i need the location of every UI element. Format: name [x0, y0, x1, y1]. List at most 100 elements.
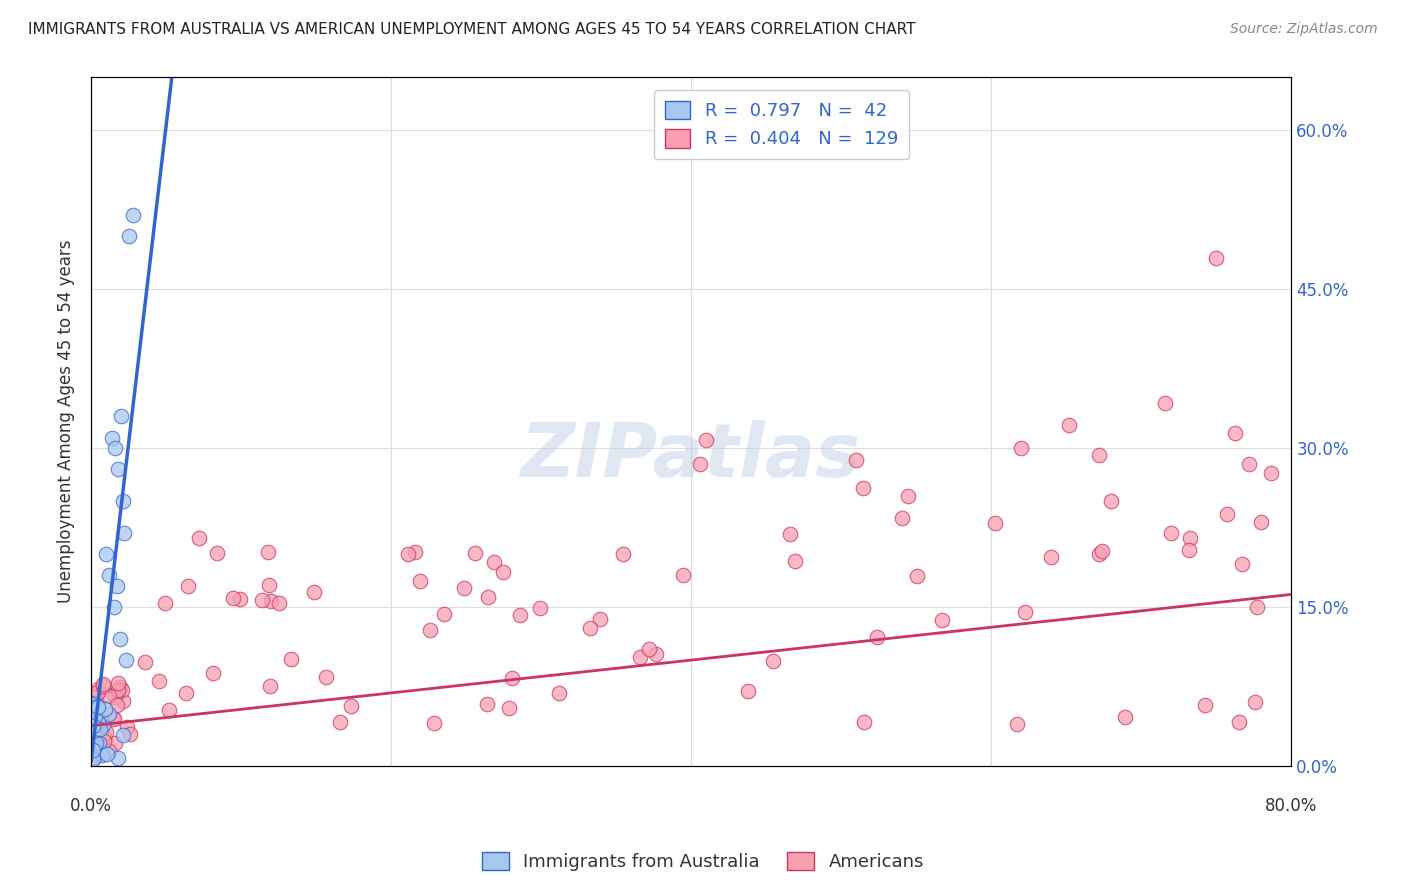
Point: [80, 698, 103, 712]
Point: [105, 579, 128, 593]
Point: [1010, 441, 1032, 455]
Point: [645, 647, 668, 661]
Point: [737, 684, 759, 698]
Point: [114, 653, 136, 667]
Point: [612, 547, 634, 561]
Point: [1205, 251, 1227, 265]
Point: [477, 590, 499, 604]
Point: [134, 655, 156, 669]
Point: [82, 728, 104, 742]
Point: [422, 715, 444, 730]
Point: [80, 730, 103, 744]
Point: [1227, 714, 1250, 729]
Point: [80, 739, 103, 753]
Point: [111, 694, 134, 708]
Point: [86, 721, 108, 735]
Point: [87, 681, 110, 696]
Point: [87, 685, 110, 699]
Point: [1057, 417, 1080, 432]
Point: [1154, 396, 1177, 410]
Point: [80, 714, 103, 728]
Point: [108, 632, 131, 646]
Point: [783, 554, 806, 568]
Point: [269, 596, 291, 610]
Point: [96, 547, 118, 561]
Point: [98, 744, 121, 758]
Point: [87, 721, 110, 735]
Point: [110, 680, 132, 694]
Point: [96, 747, 118, 761]
Point: [1180, 531, 1202, 545]
Point: [1040, 550, 1063, 565]
Point: [111, 728, 134, 742]
Point: [89, 734, 111, 748]
Point: [83, 740, 105, 755]
Point: [259, 680, 281, 694]
Point: [107, 751, 129, 765]
Point: [852, 714, 875, 729]
Point: [259, 594, 281, 608]
Point: [80, 714, 103, 728]
Point: [148, 673, 170, 688]
Point: [1091, 544, 1114, 558]
Point: [689, 458, 711, 472]
Point: [93, 677, 115, 691]
Point: [396, 548, 419, 562]
Point: [86, 747, 108, 762]
Point: [628, 650, 651, 665]
Point: [86, 698, 108, 713]
Point: [82, 724, 104, 739]
Point: [890, 511, 912, 525]
Point: [983, 516, 1005, 530]
Point: [104, 690, 127, 704]
Point: [107, 684, 129, 698]
Point: [1260, 467, 1282, 481]
Point: [257, 578, 280, 592]
Point: [104, 441, 127, 455]
Point: [579, 621, 602, 635]
Point: [672, 568, 695, 582]
Point: [250, 592, 273, 607]
Point: [228, 592, 250, 607]
Point: [107, 682, 129, 697]
Point: [94, 731, 117, 745]
Point: [82, 698, 104, 713]
Legend: R =  0.797   N =  42, R =  0.404   N =  129: R = 0.797 N = 42, R = 0.404 N = 129: [654, 90, 908, 160]
Point: [83, 723, 105, 738]
Point: [90, 714, 112, 729]
Point: [477, 698, 499, 712]
Point: [1246, 599, 1268, 614]
Point: [115, 720, 138, 734]
Point: [409, 574, 432, 589]
Point: [82, 731, 104, 745]
Point: [82, 690, 104, 704]
Point: [97, 689, 120, 703]
Point: [340, 698, 363, 713]
Point: [845, 452, 868, 467]
Point: [1160, 525, 1182, 540]
Point: [118, 229, 141, 244]
Point: [205, 545, 228, 559]
Point: [87, 735, 110, 749]
Point: [91, 747, 114, 762]
Point: [404, 545, 426, 559]
Point: [174, 686, 197, 700]
Point: [257, 545, 280, 559]
Point: [188, 531, 211, 545]
Point: [122, 208, 145, 222]
Point: [82, 703, 104, 717]
Point: [501, 672, 523, 686]
Point: [82, 700, 104, 714]
Point: [931, 613, 953, 627]
Point: [98, 568, 121, 582]
Point: [103, 600, 125, 615]
Point: [509, 608, 531, 623]
Point: [80, 751, 103, 765]
Point: [82, 719, 104, 733]
Point: [84, 719, 107, 733]
Point: [529, 601, 551, 615]
Point: [83, 697, 105, 711]
Point: [112, 525, 135, 540]
Point: [84, 708, 107, 723]
Point: [1239, 457, 1261, 471]
